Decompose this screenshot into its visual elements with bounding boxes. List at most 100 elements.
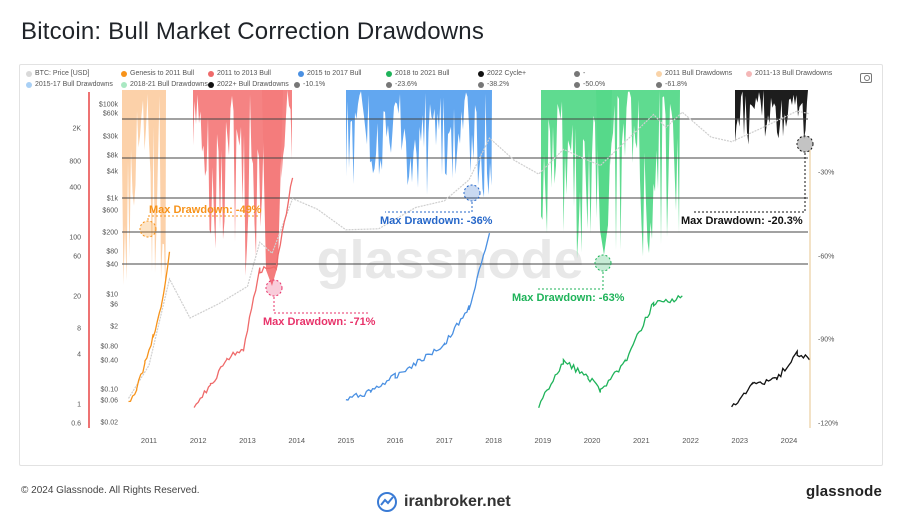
legend-item[interactable]: -50.0% (574, 81, 605, 88)
y-tick-label: $200 (102, 230, 118, 237)
legend-swatch (656, 81, 662, 88)
legend-label: 2018-21 Bull Drawdowns (130, 81, 208, 88)
drawdown-area (541, 90, 680, 259)
legend-swatch (656, 70, 662, 77)
legend-swatch (746, 70, 752, 77)
annotation-marker (796, 135, 814, 153)
legend-swatch (121, 81, 127, 88)
series-line (538, 294, 683, 408)
y-right-tick-label: -90% (818, 337, 834, 344)
legend-swatch (574, 70, 580, 77)
legend-item[interactable]: 2015-17 Bull Drawdowns (26, 81, 113, 88)
annotation-leader (693, 153, 806, 213)
legend-swatch (208, 70, 214, 77)
legend-swatch (121, 70, 127, 77)
legend-label: 2018 to 2021 Bull (395, 70, 450, 77)
y-tick-label: $80 (106, 249, 118, 256)
legend-swatch (26, 70, 32, 77)
legend-item[interactable]: Genesis to 2011 Bull (121, 70, 194, 77)
drawdown-area (735, 90, 808, 145)
y-outer-tick-label: 20 (73, 294, 81, 301)
brand-logo: glassnode (806, 483, 882, 500)
legend-item[interactable]: 2022 Cycle+ (478, 70, 526, 77)
legend-item[interactable]: 2018-21 Bull Drawdowns (121, 81, 208, 88)
drawdown-area (122, 90, 166, 297)
legend-item[interactable]: -23.6% (386, 81, 417, 88)
legend-label: 2011 Bull Drawdowns (665, 70, 733, 77)
x-tick-label: 2019 (535, 436, 552, 445)
y-outer-tick-label: 0.6 (71, 421, 81, 428)
legend-item[interactable]: 2011-13 Bull Drawdowns (746, 70, 832, 77)
legend-item[interactable]: -38.2% (478, 81, 509, 88)
y-tick-label: $10 (106, 292, 118, 299)
x-tick-label: 2013 (239, 436, 256, 445)
y-tick-label: $100k (99, 102, 119, 109)
y-tick-label: $1k (107, 196, 119, 203)
legend-item[interactable]: -61.8% (656, 81, 687, 88)
legend-label: 2011 to 2013 Bull (217, 70, 271, 77)
x-tick-label: 2012 (190, 436, 207, 445)
x-tick-label: 2018 (485, 436, 502, 445)
y-tick-label: $8k (107, 153, 119, 160)
y-tick-label: $0.10 (100, 387, 118, 394)
legend-item[interactable]: 2011 to 2013 Bull (208, 70, 271, 77)
annotation-leader (385, 202, 473, 213)
annotation-label: Max Drawdown: -63% (512, 292, 625, 304)
y-outer-tick-label: 60 (73, 254, 81, 261)
annotation-marker (265, 279, 283, 297)
legend-item[interactable]: 2015 to 2017 Bull (298, 70, 362, 77)
annotation-label: Max Drawdown: -20.3% (681, 215, 803, 227)
y-tick-label: $600 (102, 208, 118, 215)
legend-swatch (26, 81, 32, 88)
y-outer-tick-label: 800 (69, 159, 81, 166)
legend-swatch (386, 81, 392, 88)
legend-label: Genesis to 2011 Bull (130, 70, 195, 77)
legend-label: -61.8% (665, 81, 688, 88)
legend-swatch (478, 81, 484, 88)
annotation-leader (537, 272, 604, 290)
series-line (731, 349, 811, 408)
site-badge: iranbroker.net (376, 491, 511, 513)
page-title: Bitcoin: Bull Market Correction Drawdown… (21, 18, 485, 45)
legend-item[interactable]: 2011 Bull Drawdowns (656, 70, 732, 77)
copyright-text: © 2024 Glassnode. All Rights Reserved. (21, 485, 200, 496)
drawdown-area (193, 90, 292, 276)
legend-item[interactable]: 2022+ Bull Drawdowns (208, 81, 289, 88)
x-tick-label: 2014 (288, 436, 305, 445)
legend-label: - (583, 70, 586, 77)
y-outer-tick-label: 8 (77, 326, 81, 333)
y-outer-tick-label: 400 (69, 185, 81, 192)
btc-price-line (127, 110, 810, 399)
legend-swatch (386, 70, 392, 77)
legend-item[interactable]: 2018 to 2021 Bull (386, 70, 450, 77)
drawdown-spike (262, 90, 283, 286)
legend-item[interactable]: BTC: Price [USD] (26, 70, 89, 77)
legend-item[interactable]: - (574, 70, 585, 77)
x-tick-label: 2024 (781, 436, 798, 445)
x-tick-label: 2016 (387, 436, 404, 445)
legend-label: -23.6% (395, 81, 418, 88)
legend-swatch (478, 70, 484, 77)
x-tick-label: 2011 (141, 436, 157, 445)
camera-icon[interactable] (860, 73, 872, 83)
y-tick-label: $0.02 (100, 420, 118, 427)
legend-swatch (298, 70, 304, 77)
legend-swatch (208, 81, 214, 88)
x-tick-label: 2023 (731, 436, 748, 445)
y-tick-label: $0.80 (100, 344, 118, 351)
series-line (345, 232, 491, 401)
legend-item[interactable]: -10.1% (294, 81, 325, 88)
y-tick-label: $2 (110, 324, 118, 331)
y-outer-tick-label: 2K (72, 126, 81, 133)
series-line (128, 251, 171, 403)
site-name: iranbroker.net (404, 493, 511, 510)
legend-label: -10.1% (303, 81, 326, 88)
annotation-label: Max Drawdown: -71% (263, 316, 376, 328)
legend-label: BTC: Price [USD] (35, 70, 90, 77)
legend-label: 2015 to 2017 Bull (307, 70, 362, 77)
y-right-tick-label: -120% (818, 421, 838, 428)
y-tick-label: $60k (103, 111, 119, 118)
drawdown-spike (596, 90, 612, 255)
y-outer-tick-label: 4 (77, 352, 81, 359)
legend-label: -50.0% (583, 81, 606, 88)
